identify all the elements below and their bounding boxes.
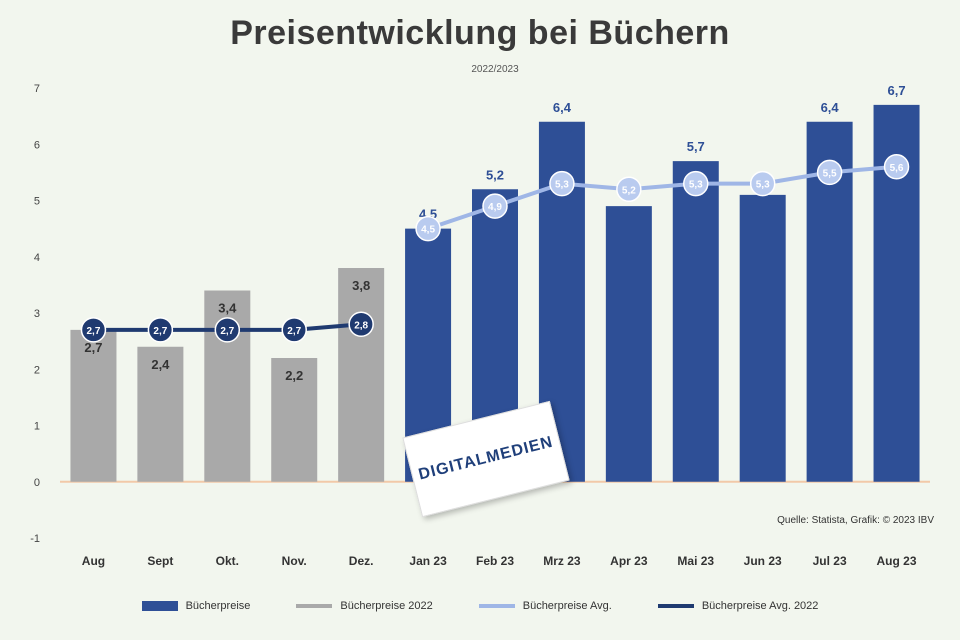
legend-label-bars-2022: Bücherpreise 2022 [340, 600, 433, 612]
avg-value-label-2023: 4,9 [488, 202, 502, 213]
legend-swatch-avg-2022 [657, 604, 694, 608]
bar-2022 [137, 346, 184, 482]
avg-marker-2022 [281, 317, 307, 343]
legend-label-bars-2023: Bücherpreise [185, 600, 251, 612]
x-tick-label: Mrz 23 [543, 554, 581, 568]
x-tick-label: Jan 23 [409, 554, 447, 568]
bar-value-label-2023: 5,2 [486, 167, 504, 182]
bar-value-label-2022: 3,4 [218, 301, 237, 316]
avg-marker-2022 [80, 317, 107, 343]
x-tick-label: Jul 23 [813, 554, 847, 568]
avg-marker-2023 [482, 193, 508, 219]
y-tick-label: 5 [34, 196, 40, 208]
y-tick-label: -1 [30, 533, 40, 545]
bar-2022 [271, 358, 318, 482]
avg-marker-2023 [616, 176, 642, 202]
bar-value-label-2022: 2,2 [285, 368, 303, 383]
y-tick-label: 2 [34, 364, 40, 376]
avg-marker-2023 [749, 170, 776, 197]
chart-legend: Bücherpreise Bücherpreise 2022 Bücherpre… [0, 600, 960, 612]
x-tick-label: Apr 23 [610, 554, 648, 568]
x-tick-label: Dez. [349, 554, 374, 568]
avg-marker-2023 [683, 170, 709, 197]
avg-value-label-2023: 5,2 [622, 185, 636, 196]
bar-2022 [70, 329, 117, 482]
bar-2023 [672, 161, 719, 482]
legend-item-avg-2023[interactable]: Bücherpreise Avg. [478, 600, 612, 612]
avg-marker-2023 [816, 159, 843, 186]
bar-value-label-2022: 2,7 [84, 340, 102, 355]
legend-swatch-bars-2023 [141, 601, 178, 611]
x-tick-label: Aug 23 [877, 554, 917, 568]
x-tick-label: Sept [147, 554, 173, 568]
avg-marker-2022 [348, 311, 374, 337]
avg-marker-2023 [549, 170, 575, 197]
avg-marker-2023 [883, 154, 910, 180]
avg-value-label-2022: 2,7 [287, 326, 301, 337]
avg-value-label-2023: 5,5 [823, 168, 837, 179]
x-tick-label: Jun 23 [744, 554, 782, 568]
x-tick-label: Mai 23 [677, 554, 714, 568]
bar-value-label-2023: 6,4 [553, 100, 572, 115]
avg-value-label-2022: 2,7 [153, 326, 167, 337]
avg-value-label-2023: 5,6 [890, 163, 904, 174]
legend-label-avg-2023: Bücherpreise Avg. [522, 600, 612, 612]
avg-value-label-2023: 5,3 [689, 180, 703, 191]
x-tick-label: Okt. [216, 554, 239, 568]
source-note: Quelle: Statista, Grafik: © 2023 IBV [777, 515, 934, 526]
chart-subtitle: 2022/2023 [471, 64, 519, 75]
bar-2022 [338, 268, 385, 482]
legend-label-avg-2022: Bücherpreise Avg. 2022 [701, 600, 819, 612]
chart-title: Preisentwicklung bei Büchern [230, 14, 730, 52]
y-tick-label: 0 [34, 477, 40, 489]
legend-swatch-bars-2022 [296, 604, 333, 608]
avg-marker-2022 [147, 317, 174, 343]
bar-value-label-2022: 2,4 [151, 357, 170, 372]
x-tick-label: Feb 23 [476, 554, 514, 568]
bar-value-label-2023: 6,7 [887, 83, 905, 98]
bar-value-label-2023: 5,7 [687, 139, 705, 154]
x-tick-label: Aug [82, 554, 105, 568]
avg-value-label-2022: 2,8 [354, 320, 368, 331]
bar-2023 [605, 206, 652, 482]
avg-value-label-2022: 2,7 [220, 326, 234, 337]
y-tick-label: 1 [34, 421, 40, 433]
avg-value-label-2023: 4,5 [421, 225, 435, 236]
x-tick-label: Nov. [282, 554, 307, 568]
legend-item-bars-2023[interactable]: Bücherpreise [141, 600, 251, 612]
y-tick-label: 7 [34, 83, 40, 95]
legend-item-bars-2022[interactable]: Bücherpreise 2022 [296, 600, 433, 612]
avg-value-label-2023: 5,3 [756, 180, 770, 191]
bar-2023 [739, 194, 786, 482]
legend-item-avg-2022[interactable]: Bücherpreise Avg. 2022 [657, 600, 819, 612]
avg-marker-2023 [415, 215, 441, 242]
y-tick-label: 6 [34, 139, 40, 151]
avg-value-label-2022: 2,7 [87, 326, 101, 337]
avg-marker-2022 [214, 317, 241, 343]
bar-value-label-2023: 6,4 [821, 100, 840, 115]
avg-value-label-2023: 5,3 [555, 180, 569, 191]
y-tick-label: 4 [34, 252, 40, 264]
legend-swatch-avg-2023 [478, 604, 515, 608]
bar-value-label-2022: 3,8 [352, 278, 370, 293]
watermark-text: DIGITALMEDIEN [416, 433, 555, 484]
y-tick-label: 3 [34, 308, 40, 320]
